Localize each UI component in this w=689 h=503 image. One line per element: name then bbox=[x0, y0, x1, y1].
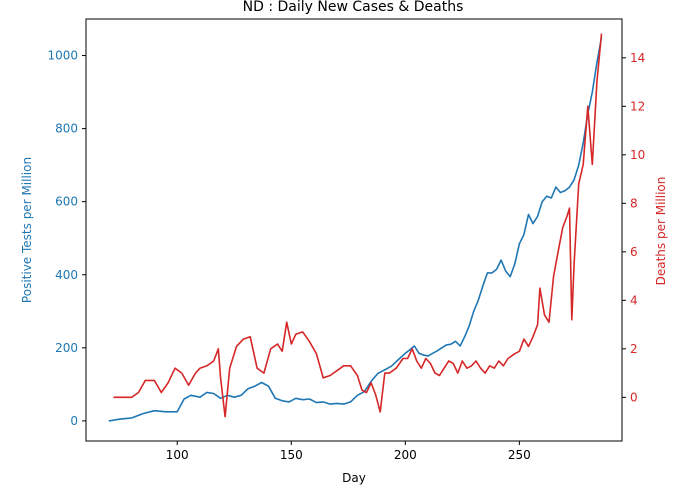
left-y-tick-label: 600 bbox=[55, 195, 78, 209]
right-y-tick-label: 10 bbox=[630, 148, 645, 162]
right-y-tick-label: 8 bbox=[630, 196, 638, 210]
left-y-tick-label: 200 bbox=[55, 341, 78, 355]
left-y-tick-label: 800 bbox=[55, 122, 78, 136]
right-y-tick-label: 6 bbox=[630, 245, 638, 259]
right-y-tick-label: 0 bbox=[630, 390, 638, 404]
left-y-tick-label: 0 bbox=[70, 414, 78, 428]
plot-frame bbox=[85, 18, 623, 442]
x-tick-label: 150 bbox=[280, 448, 303, 462]
right-y-tick-label: 12 bbox=[630, 99, 645, 113]
right-y-tick-label: 14 bbox=[630, 51, 645, 65]
right-axis-label: Deaths per Million bbox=[654, 177, 668, 286]
x-tick-label: 100 bbox=[166, 448, 189, 462]
left-y-tick-label: 400 bbox=[55, 268, 78, 282]
deaths-series-line bbox=[113, 33, 603, 418]
x-tick-label: 200 bbox=[394, 448, 417, 462]
x-tick-label: 250 bbox=[508, 448, 531, 462]
x-axis: 100 150 200 250 bbox=[166, 441, 531, 462]
positive-tests-series-line bbox=[108, 37, 603, 422]
chart-title: ND : Daily New Cases & Deaths bbox=[243, 0, 464, 15]
right-y-tick-label: 2 bbox=[630, 342, 638, 356]
right-axis: 0 2 4 6 8 10 12 14 bbox=[622, 51, 645, 404]
left-axis: 0 200 400 600 800 1000 bbox=[47, 49, 86, 428]
left-axis-label: Positive Tests per Million bbox=[20, 157, 34, 303]
x-axis-label: Day bbox=[342, 471, 366, 485]
left-y-tick-label: 1000 bbox=[47, 49, 78, 63]
right-y-tick-label: 4 bbox=[630, 293, 638, 307]
